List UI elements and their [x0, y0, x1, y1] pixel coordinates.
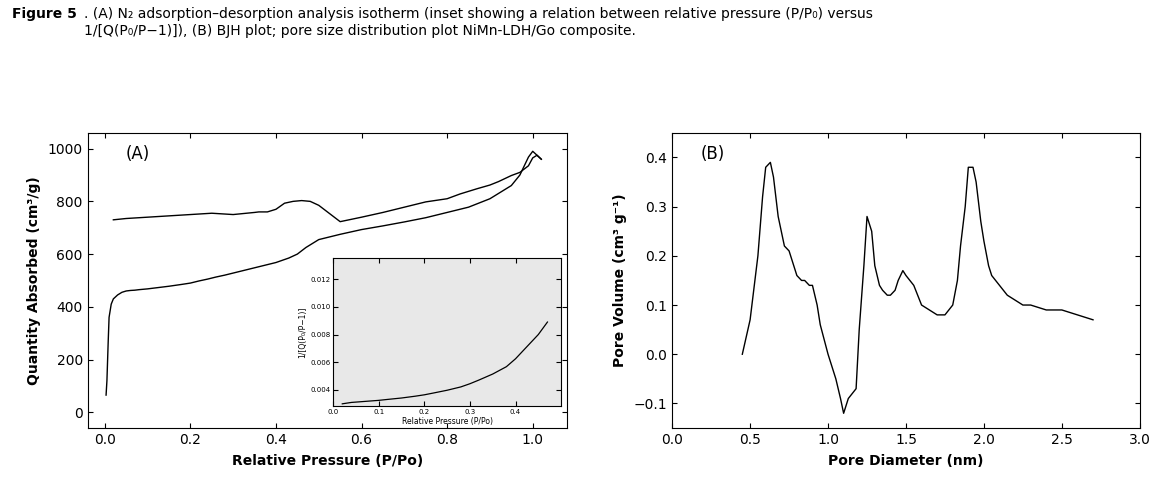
Text: (B): (B): [700, 145, 725, 163]
Text: Figure 5: Figure 5: [12, 7, 76, 21]
Y-axis label: Quantity Absorbed (cm³/g): Quantity Absorbed (cm³/g): [27, 176, 41, 385]
X-axis label: Relative Pressure (P/Po): Relative Pressure (P/Po): [231, 454, 423, 468]
X-axis label: Relative Pressure (P/Po): Relative Pressure (P/Po): [402, 417, 492, 427]
Text: . (A) N₂ adsorption–desorption analysis isotherm (inset showing a relation betwe: . (A) N₂ adsorption–desorption analysis …: [84, 7, 873, 37]
Y-axis label: 1/[Q(P₀/P−1)]: 1/[Q(P₀/P−1)]: [298, 307, 307, 358]
Y-axis label: Pore Volume (cm³ g⁻¹): Pore Volume (cm³ g⁻¹): [613, 194, 627, 367]
Text: (A): (A): [126, 145, 151, 163]
X-axis label: Pore Diameter (nm): Pore Diameter (nm): [828, 454, 984, 468]
